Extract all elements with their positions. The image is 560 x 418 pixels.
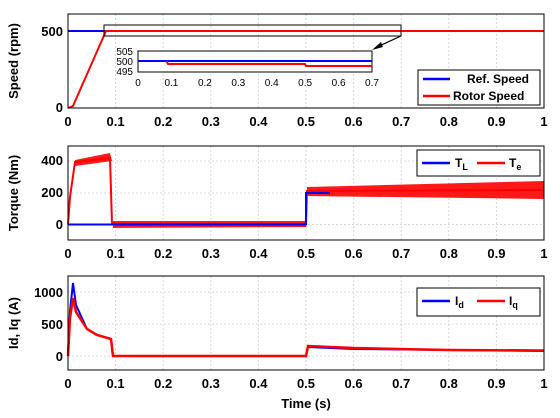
- torque-xtick-0.6: 0.6: [345, 246, 363, 261]
- torque-ytick-400: 400: [41, 153, 63, 168]
- legend-label-ref-speed: Ref. Speed: [467, 72, 529, 86]
- speed-axes-frame: [67, 13, 545, 109]
- inset-xtick-0.4: 0.4: [265, 78, 279, 89]
- torque-xtick-0.3: 0.3: [202, 246, 220, 261]
- inset-xtick-0.6: 0.6: [332, 78, 346, 89]
- current-xtick-0.1: 0.1: [107, 376, 125, 391]
- inset-ytick-500: 500: [116, 57, 133, 68]
- current-xtick-0.9: 0.9: [487, 376, 505, 391]
- speed-xtick-0.9: 0.9: [487, 114, 505, 129]
- current-ytick-500: 500: [41, 317, 63, 332]
- torque-axes-frame: [67, 145, 545, 241]
- speed-xtick-0.7: 0.7: [392, 114, 410, 129]
- speed-ylabel: Speed (rpm): [6, 23, 21, 99]
- speed-xtick-0.3: 0.3: [202, 114, 220, 129]
- inset-xtick-0.5: 0.5: [298, 78, 312, 89]
- torque-xtick-0.2: 0.2: [154, 246, 172, 261]
- tl-line: [68, 192, 330, 226]
- rotor-speed-line: [67, 30, 544, 109]
- torque-xtick-0.7: 0.7: [392, 246, 410, 261]
- torque-ytick-200: 200: [41, 185, 63, 200]
- current-ytick-1000: 1000: [34, 285, 63, 300]
- speed-panel: 505 500 495 0 0.1 0.2 0.3 0.4 0.5 0.6 0.…: [6, 13, 548, 129]
- speed-xtick-1: 1: [540, 114, 547, 129]
- speed-xtick-0.1: 0.1: [107, 114, 125, 129]
- speed-xticks: 0 0.1 0.2 0.3 0.4 0.5 0.6 0.7 0.8 0.9 1: [64, 114, 547, 129]
- zoom-arrowhead: [372, 42, 383, 50]
- torque-xticks: 0 0.1 0.2 0.3 0.4 0.5 0.6 0.7 0.8 0.9 1: [64, 246, 547, 261]
- current-xtick-0.8: 0.8: [440, 376, 458, 391]
- legend-label-rotor-speed: Rotor Speed: [453, 89, 524, 103]
- torque-panel: TL Te 0 200 400 0 0.1 0.2 0.3 0.4 0.5 0.…: [6, 145, 548, 261]
- legend-label-iq: Iq: [509, 294, 518, 310]
- torque-xtick-1: 1: [540, 246, 547, 261]
- zoom-region-box: [103, 24, 402, 37]
- time-xlabel: Time (s): [281, 396, 331, 411]
- current-xtick-1: 1: [540, 376, 547, 391]
- current-xtick-0.2: 0.2: [154, 376, 172, 391]
- torque-ylabel: Torque (Nm): [6, 155, 21, 231]
- current-xtick-0.3: 0.3: [202, 376, 220, 391]
- speed-xtick-0: 0: [64, 114, 71, 129]
- inset-xtick-0.1: 0.1: [164, 78, 178, 89]
- torque-ytick-0: 0: [56, 217, 63, 232]
- speed-legend-box: [417, 69, 541, 106]
- inset-ytick-505: 505: [116, 47, 133, 58]
- inset-xtick-0: 0: [135, 78, 141, 89]
- speed-xtick-0.4: 0.4: [249, 114, 268, 129]
- torque-xtick-0.1: 0.1: [107, 246, 125, 261]
- inset-rotor-speed-line: [165, 60, 372, 67]
- inset-xtick-0.2: 0.2: [198, 78, 212, 89]
- speed-xtick-0.5: 0.5: [297, 114, 315, 129]
- current-xticks: 0 0.1 0.2 0.3 0.4 0.5 0.6 0.7 0.8 0.9 1: [64, 376, 547, 391]
- torque-xtick-0.8: 0.8: [440, 246, 458, 261]
- torque-xtick-0.4: 0.4: [249, 246, 268, 261]
- current-xtick-0.7: 0.7: [392, 376, 410, 391]
- iq-line: [66, 297, 545, 358]
- current-ytick-0: 0: [56, 349, 63, 364]
- speed-ytick-500: 500: [41, 24, 63, 39]
- speed-xtick-0.2: 0.2: [154, 114, 172, 129]
- inset-xtick-0.3: 0.3: [231, 78, 245, 89]
- current-xtick-0.6: 0.6: [345, 376, 363, 391]
- inset-xtick-0.7: 0.7: [365, 78, 379, 89]
- legend-label-id: Id: [455, 294, 464, 310]
- speed-inset: 505 500 495 0 0.1 0.2 0.3 0.4 0.5 0.6 0.…: [116, 47, 379, 89]
- current-legend: Id Iq: [416, 287, 541, 317]
- torque-xtick-0.5: 0.5: [297, 246, 315, 261]
- speed-xtick-0.8: 0.8: [440, 114, 458, 129]
- torque-xtick-0: 0: [64, 246, 71, 261]
- current-axes-frame: [67, 275, 545, 371]
- current-ylabel: Id, Iq (A): [6, 297, 21, 349]
- speed-xtick-0.6: 0.6: [345, 114, 363, 129]
- current-xtick-0: 0: [64, 376, 71, 391]
- current-xtick-0.5: 0.5: [297, 376, 315, 391]
- speed-legend: Ref. Speed Rotor Speed: [417, 69, 541, 106]
- current-panel: Id Iq 0 500 1000 0 0.1 0.2 0.3 0.4 0.5 0…: [6, 275, 548, 411]
- current-xtick-0.4: 0.4: [249, 376, 268, 391]
- inset-ytick-495: 495: [116, 67, 133, 78]
- speed-ytick-0: 0: [56, 100, 63, 115]
- torque-legend: TL Te: [416, 149, 541, 177]
- torque-xtick-0.9: 0.9: [487, 246, 505, 261]
